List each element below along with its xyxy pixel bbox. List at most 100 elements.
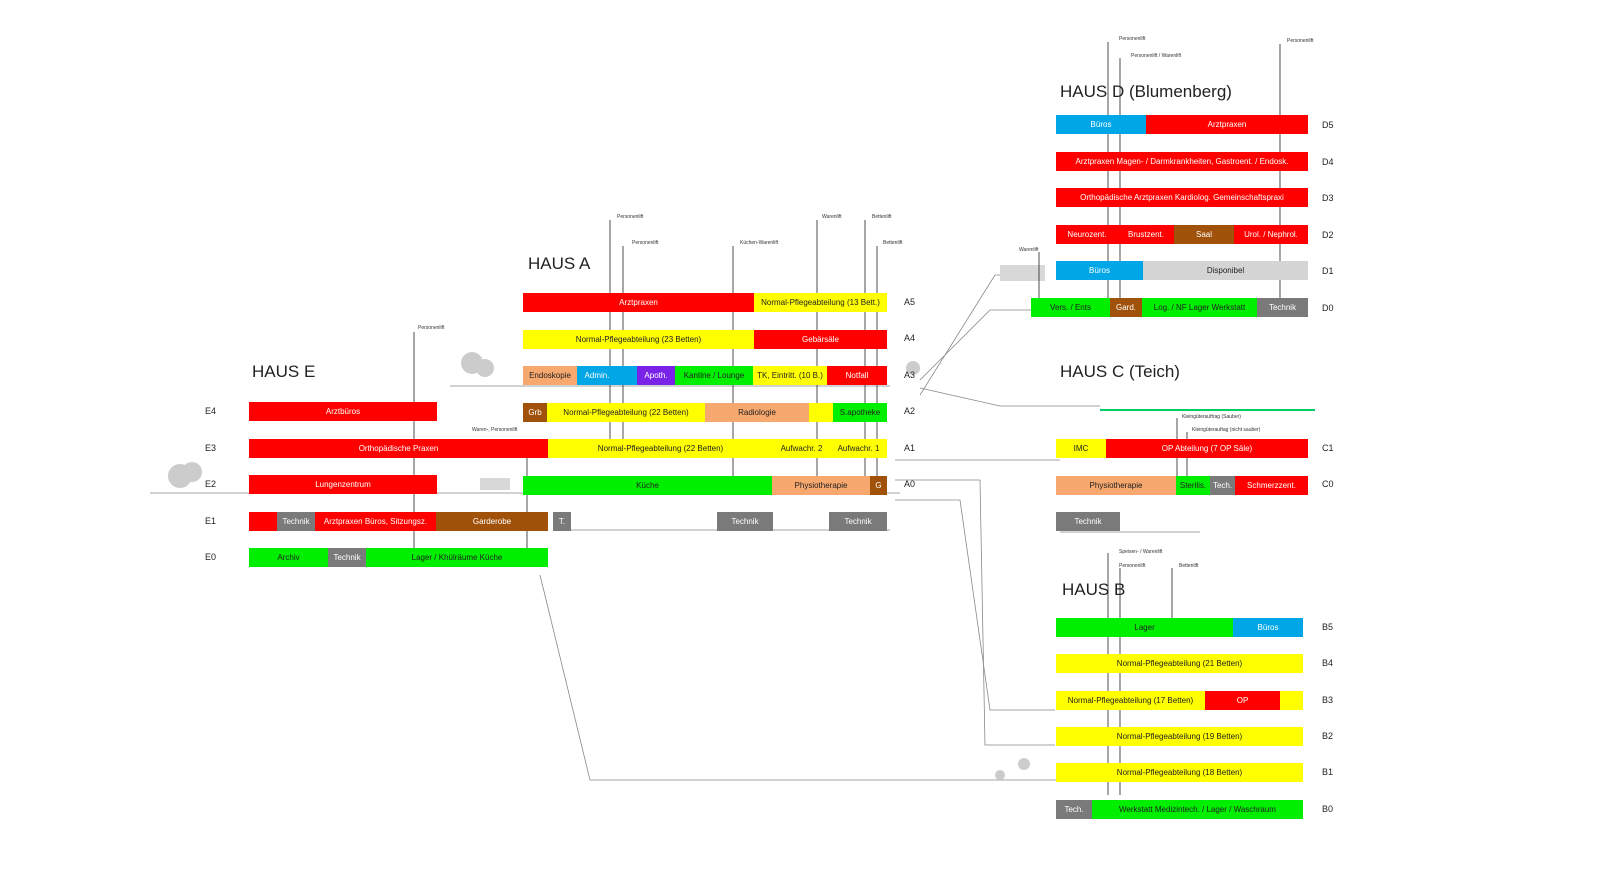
lift-label: Personenlift	[632, 240, 659, 246]
segment-e1-2: Arztpraxen Büros, Sitzungsz.	[315, 512, 436, 531]
lift-label: Personenlift	[1119, 36, 1146, 42]
lift-label: Waren-, Personenlift	[472, 427, 518, 433]
segment-a2-2: Radiologie	[705, 403, 809, 422]
lift-label: Personenlift	[418, 325, 445, 331]
floor-label-d2: D2	[1322, 230, 1334, 240]
lift-label: Küchen-Warenlift	[740, 240, 779, 246]
lift-label: Personenlift	[617, 214, 644, 220]
segment-a0-0: Küche	[523, 476, 772, 495]
tree-icon	[906, 361, 920, 375]
segment-c0-3: Schmerzzent.	[1235, 476, 1308, 495]
segment-e1-1: Technik	[277, 512, 315, 531]
segment-e3-0: Orthopädische Praxen	[249, 439, 548, 458]
segment-a5-1: Normal-Pflegeabteilung (13 Bett.)	[754, 293, 887, 312]
segment-a0-1: Physiotherapie	[772, 476, 870, 495]
haus-c-title: HAUS C (Teich)	[1060, 362, 1180, 381]
segment-a-1-0: T.	[553, 512, 571, 531]
segment-a-1-2: Technik	[829, 512, 887, 531]
segment-e1-3: Garderobe	[436, 512, 548, 531]
segment-c0-2: Tech.	[1210, 476, 1235, 495]
segment-d2-2: Saal	[1174, 225, 1234, 244]
segment-d2-0: Neurozent.	[1056, 225, 1118, 244]
segment-a1-0: Normal-Pflegeabteilung (22 Betten)	[548, 439, 773, 458]
floor-label-b0: B0	[1322, 804, 1334, 814]
segment-c-1-0: Technik	[1056, 512, 1120, 531]
tree-icon	[182, 462, 202, 482]
segment-b5-1: Büros	[1233, 618, 1303, 637]
segment-a3-5: TK, Eintritt. (10 B.)	[753, 366, 827, 385]
segment-d5-0: Büros	[1056, 115, 1146, 134]
segment-e2-0: Lungenzentrum	[249, 475, 437, 494]
segment-d2-3: Urol. / Nephrol.	[1234, 225, 1308, 244]
floor-label-b5: B5	[1322, 622, 1334, 632]
segment-a3-3: Apoth.	[637, 366, 675, 385]
floor-label-b4: B4	[1322, 658, 1334, 668]
segment-a3-2	[617, 366, 637, 385]
lift-label: Personenlift	[1287, 38, 1314, 44]
floor-label-b2: B2	[1322, 731, 1334, 741]
segment-a3-1: Admin.	[577, 366, 617, 385]
floor-label-b3: B3	[1322, 695, 1334, 705]
truck-icons	[480, 265, 1045, 490]
segment-a2-0: Grb	[523, 403, 547, 422]
floor-label-e0: E0	[205, 552, 217, 562]
segment-a5-0: Arztpraxen	[523, 293, 754, 312]
segment-d3-0: Orthopädische Arztpraxen Kardiolog. Geme…	[1056, 188, 1308, 207]
floor-label-b1: B1	[1322, 767, 1334, 777]
segment-b3-2	[1280, 691, 1303, 710]
segment-b4-0: Normal-Pflegeabteilung (21 Betten)	[1056, 654, 1303, 673]
floor-label-c1: C1	[1322, 443, 1334, 453]
segment-b5-0: Lager	[1056, 618, 1233, 637]
segment-c1-1: OP Abteilung (7 OP Säle)	[1106, 439, 1308, 458]
haus-b-title: HAUS B	[1062, 580, 1126, 599]
lift-label: Kleingüterauftag (nicht sauber)	[1192, 427, 1261, 433]
segment-c0-0: Physiotherapie	[1056, 476, 1176, 495]
segment-a4-0: Normal-Pflegeabteilung (23 Betten)	[523, 330, 754, 349]
floor-label-e2: E2	[205, 479, 217, 489]
floor-label-e3: E3	[205, 443, 217, 453]
segment-e1-0	[249, 512, 277, 531]
segment-e0-1: Technik	[328, 548, 366, 567]
floor-label-a0: A0	[904, 479, 916, 489]
lift-label: Bettenlift	[1179, 563, 1199, 569]
segment-a4-1: Gebärsäle	[754, 330, 887, 349]
segment-d2-1: Brustzent.	[1118, 225, 1174, 244]
haus-e-title: HAUS E	[252, 362, 316, 381]
lift-label: Bettenlift	[872, 214, 892, 220]
segment-a0-2: G	[870, 476, 887, 495]
segment-a2-4: S.apotheke	[833, 403, 887, 422]
segment-c1-0: IMC	[1056, 439, 1106, 458]
lift-label: Warenlift	[1019, 247, 1039, 253]
segment-b1-0: Normal-Pflegeabteilung (18 Betten)	[1056, 763, 1303, 782]
tree-icon	[995, 770, 1005, 780]
segment-a3-6: Notfall	[827, 366, 887, 385]
segment-d5-1: Arztpraxen	[1146, 115, 1308, 134]
segment-b0-1: Werkstatt Medizintech. / Lager / Waschra…	[1092, 800, 1303, 819]
segment-d0-0: Vers. / Ents	[1031, 298, 1110, 317]
floor-label-d1: D1	[1322, 266, 1334, 276]
floor-label-d3: D3	[1322, 193, 1334, 203]
segment-d0-2: Log. / NF Lager Werkstatt	[1142, 298, 1257, 317]
tree-icon	[1018, 758, 1030, 770]
segment-d4-0: Arztpraxen Magen- / Darmkrankheiten, Gas…	[1056, 152, 1308, 171]
segment-e0-0: Archiv	[249, 548, 328, 567]
lift-label: Personenlift	[1119, 563, 1146, 569]
floor-label-e4: E4	[205, 406, 217, 416]
connector-a-b3	[895, 499, 1055, 711]
lift-label: Personenlift / Warenlift	[1131, 53, 1182, 59]
segment-b3-0: Normal-Pflegeabteilung (17 Betten)	[1056, 691, 1205, 710]
floor-label-e1: E1	[205, 516, 217, 526]
segment-b0-0: Tech.	[1056, 800, 1092, 819]
segment-b2-0: Normal-Pflegeabteilung (19 Betten)	[1056, 727, 1303, 746]
segment-d1-0: Büros	[1056, 261, 1143, 280]
segment-a-1-1: Technik	[717, 512, 773, 531]
truck-icon	[1000, 265, 1045, 281]
tree-icons	[168, 352, 1030, 780]
segment-a3-0: Endoskopie	[523, 366, 577, 385]
segment-e4-0: Arztbüros	[249, 402, 437, 421]
haus-d-title: HAUS D (Blumenberg)	[1060, 82, 1232, 101]
connector-a-b2	[895, 479, 1055, 746]
lift-label: Kleingüterauftrag (Sauber)	[1182, 414, 1241, 420]
